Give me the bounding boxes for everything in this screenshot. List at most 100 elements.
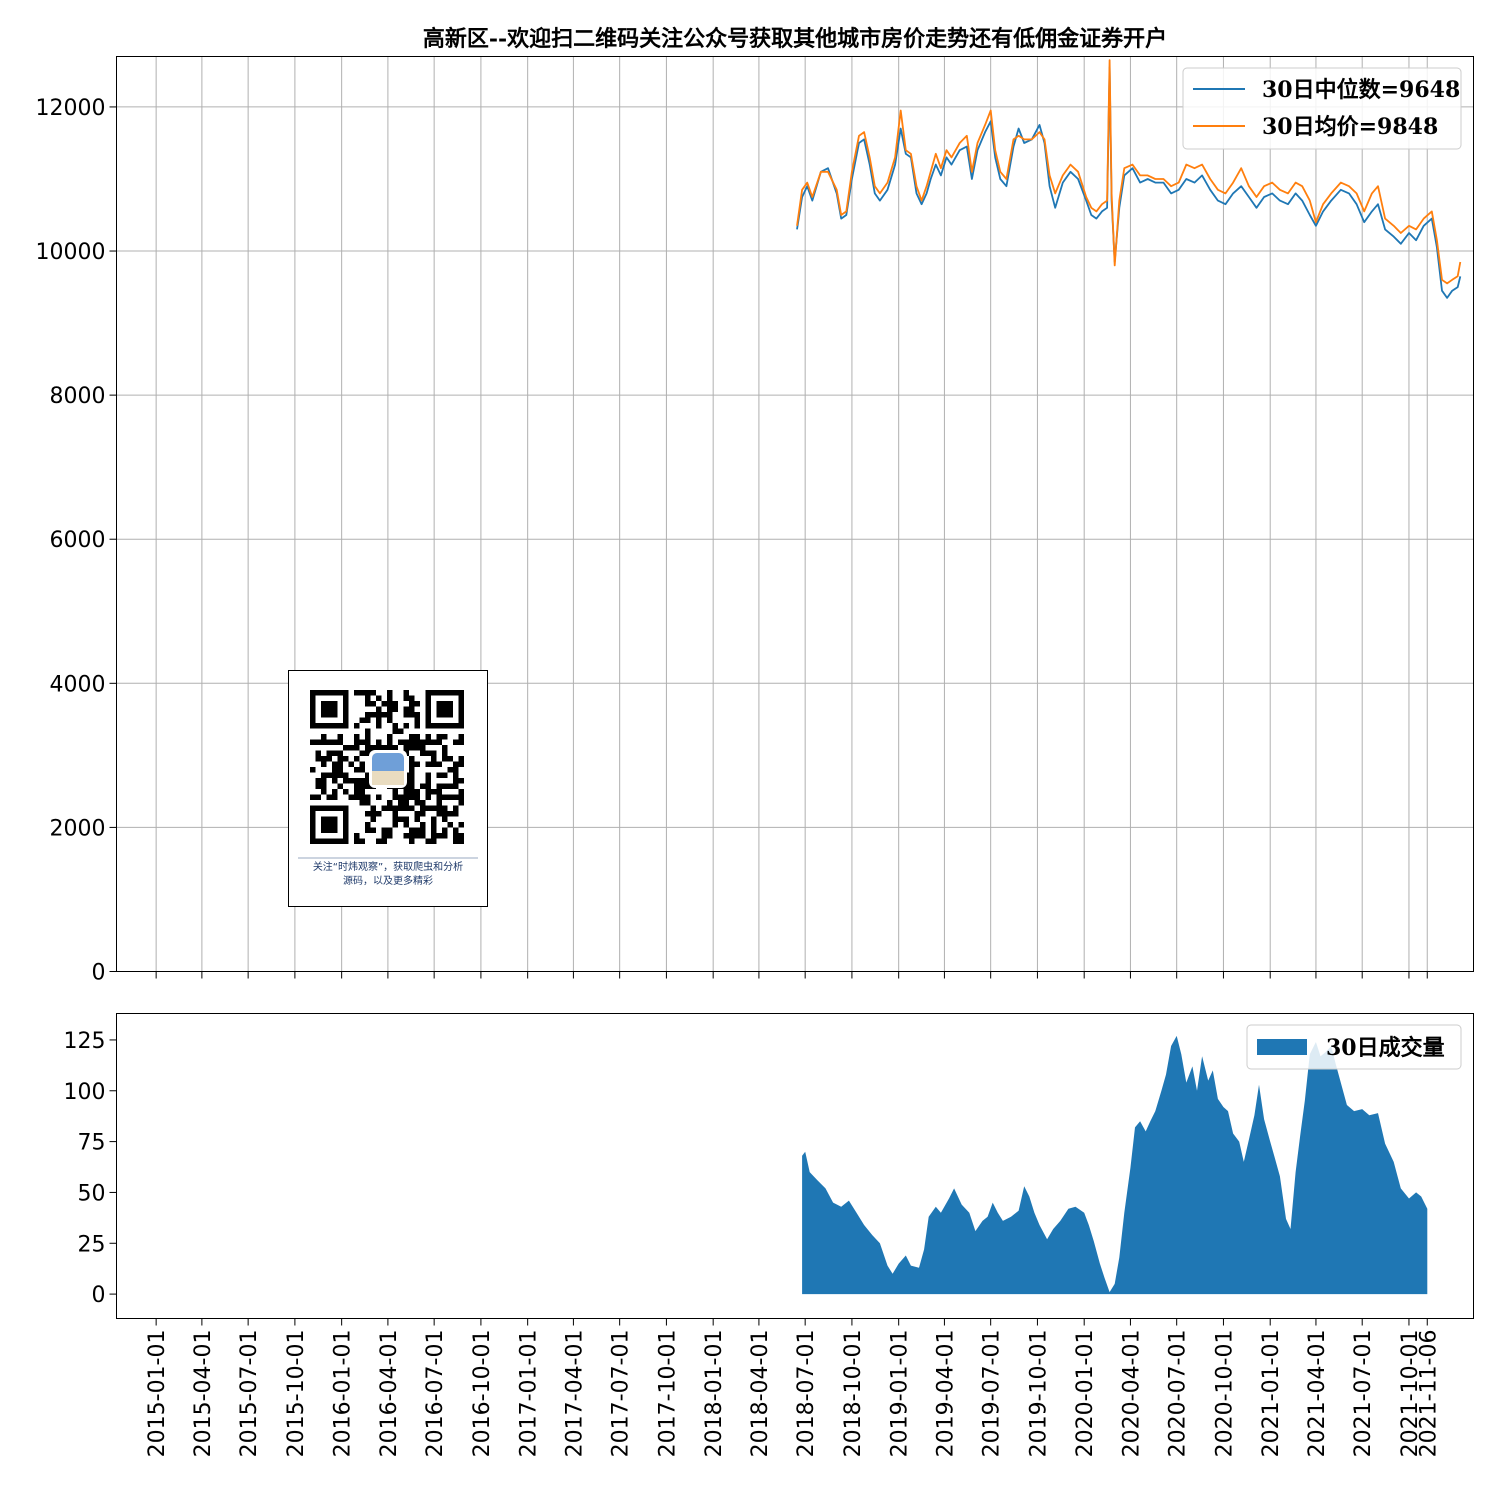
bottom-x-tick-label: 2018-04-01 xyxy=(748,1330,773,1458)
qr-module xyxy=(409,756,415,762)
qr-module xyxy=(409,827,415,833)
bottom-x-tick-label: 2020-04-01 xyxy=(1119,1330,1144,1458)
bottom-x-tick-label: 2019-04-01 xyxy=(933,1330,958,1458)
bottom-legend: 30日成交量 xyxy=(1246,1024,1462,1070)
qr-module xyxy=(381,827,387,833)
bottom-x-tick-label: 2017-04-01 xyxy=(562,1330,587,1458)
qr-module xyxy=(370,712,376,718)
qr-module xyxy=(376,838,382,844)
qr-module xyxy=(359,789,365,795)
qr-module xyxy=(458,756,464,762)
top-y-tick-label: 0 xyxy=(92,961,106,986)
qr-module xyxy=(326,772,332,778)
qr-module xyxy=(409,783,415,789)
qr-module xyxy=(359,783,365,789)
qr-module xyxy=(414,789,420,795)
top-y-axis: 0 2000 4000 6000 8000 10000 12000 xyxy=(36,96,117,986)
bottom-y-tick-label: 50 xyxy=(78,1181,106,1206)
qr-module xyxy=(376,695,382,701)
legend-volume-swatch xyxy=(1257,1039,1307,1055)
qr-module xyxy=(310,739,316,745)
qr-module xyxy=(414,794,420,800)
qr-module xyxy=(425,838,431,844)
qr-module xyxy=(365,728,371,734)
qr-module xyxy=(332,778,338,784)
qr-module xyxy=(453,811,459,817)
qr-module xyxy=(315,750,321,756)
bottom-x-tick-label: 2019-01-01 xyxy=(888,1330,913,1458)
qr-module xyxy=(403,805,409,811)
qr-module xyxy=(387,734,393,740)
top-y-tick-label: 10000 xyxy=(36,240,106,265)
qr-module xyxy=(436,833,442,839)
qr-module xyxy=(442,772,448,778)
qr-module xyxy=(321,734,327,740)
qr-module xyxy=(409,712,415,718)
qr-caption-line1: 关注“时炜观察”，获取爬虫和分析 xyxy=(313,860,463,873)
qr-module xyxy=(376,811,382,817)
qr-module xyxy=(332,750,338,756)
qr-module xyxy=(359,767,365,773)
qr-module xyxy=(376,794,382,800)
qr-finder xyxy=(436,701,453,718)
qr-module xyxy=(425,739,431,745)
qr-module xyxy=(414,761,420,767)
qr-module xyxy=(315,778,321,784)
qr-module xyxy=(315,783,321,789)
qr-module xyxy=(398,805,404,811)
qr-module xyxy=(326,794,332,800)
qr-module xyxy=(414,734,420,740)
qr-module xyxy=(409,701,415,707)
qr-module xyxy=(381,712,387,718)
qr-module xyxy=(315,794,321,800)
qr-module xyxy=(398,739,404,745)
qr-module xyxy=(376,723,382,729)
qr-module xyxy=(409,706,415,712)
qr-module xyxy=(376,745,382,751)
qr-module xyxy=(354,778,360,784)
qr-module xyxy=(403,745,409,751)
qr-module xyxy=(414,745,420,751)
qr-module xyxy=(359,690,365,696)
qr-module xyxy=(359,794,365,800)
qr-module xyxy=(447,783,453,789)
qr-module xyxy=(387,833,393,839)
qr-caption-line2: 源码，以及更多精彩 xyxy=(343,874,433,887)
qr-module xyxy=(403,783,409,789)
qr-module xyxy=(425,794,431,800)
qr-module xyxy=(343,772,349,778)
qr-module xyxy=(387,690,393,696)
qr-code-image xyxy=(310,690,464,844)
qr-module xyxy=(442,783,448,789)
top-y-tick-label: 12000 xyxy=(36,96,106,121)
qr-module xyxy=(392,701,398,707)
qr-module xyxy=(453,783,459,789)
bottom-x-tick-label: 2017-07-01 xyxy=(609,1330,634,1458)
qr-module xyxy=(420,805,426,811)
bottom-y-tick-label: 0 xyxy=(92,1283,106,1308)
qr-module xyxy=(431,739,437,745)
top-y-tick-label: 4000 xyxy=(50,672,106,697)
bottom-x-tick-label: 2019-10-01 xyxy=(1026,1330,1051,1458)
qr-module xyxy=(442,734,448,740)
qr-module xyxy=(365,739,371,745)
qr-module xyxy=(348,761,354,767)
qr-module xyxy=(414,827,420,833)
qr-module xyxy=(403,800,409,806)
qr-module xyxy=(453,805,459,811)
qr-module xyxy=(348,745,354,751)
qr-module xyxy=(365,794,371,800)
qr-module xyxy=(354,723,360,729)
bottom-x-tick-label: 2016-10-01 xyxy=(470,1330,495,1458)
qr-finder xyxy=(321,816,338,833)
qr-module xyxy=(431,822,437,828)
qr-module xyxy=(414,800,420,806)
qr-module xyxy=(365,717,371,723)
qr-module xyxy=(403,706,409,712)
bottom-x-tick-label: 2016-04-01 xyxy=(377,1330,402,1458)
qr-module xyxy=(458,822,464,828)
qr-module xyxy=(365,695,371,701)
qr-module xyxy=(315,756,321,762)
qr-module xyxy=(403,690,409,696)
qr-module xyxy=(370,811,376,817)
